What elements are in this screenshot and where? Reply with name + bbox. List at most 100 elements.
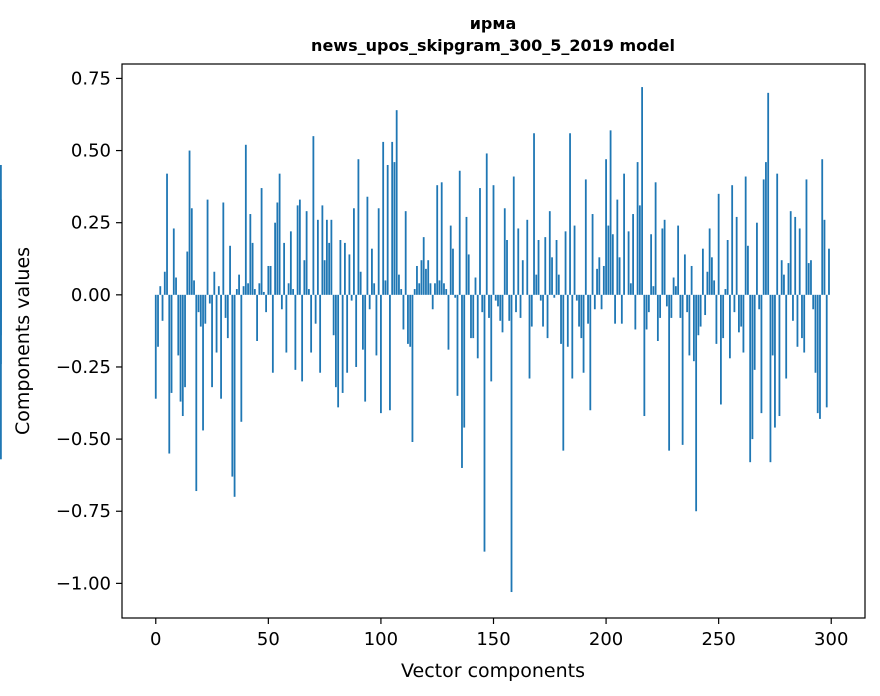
bar (753, 294, 756, 370)
bar (521, 260, 524, 295)
bar (213, 271, 216, 295)
bar (767, 92, 770, 295)
bar (816, 294, 819, 414)
bar (407, 294, 409, 344)
bar (699, 294, 702, 327)
bar (384, 280, 387, 295)
bar (758, 294, 761, 310)
bar (298, 199, 301, 295)
bar (659, 294, 662, 318)
bar (569, 133, 571, 295)
bar (316, 219, 319, 295)
bar (501, 294, 504, 333)
bar (159, 286, 162, 295)
bar (179, 294, 182, 402)
bar (726, 240, 729, 295)
bar (798, 228, 801, 295)
bar (269, 265, 272, 295)
bar (629, 283, 632, 295)
bar (429, 283, 432, 295)
bar (328, 242, 331, 295)
bar (325, 219, 328, 295)
bar (720, 294, 722, 405)
bar (828, 248, 830, 295)
bar (467, 254, 470, 295)
bar (544, 237, 547, 295)
bar (458, 170, 461, 295)
bar (470, 294, 472, 339)
bar (645, 294, 648, 330)
bar (368, 294, 371, 310)
bar (278, 173, 281, 295)
bar (627, 231, 630, 295)
bar (738, 294, 740, 333)
bar (575, 294, 578, 301)
bar (465, 216, 468, 295)
bar (235, 289, 238, 295)
bar (314, 294, 317, 324)
bar (431, 294, 434, 310)
bar (434, 283, 436, 295)
bar (711, 257, 713, 295)
bar (776, 173, 779, 295)
bar (593, 294, 596, 310)
bar (656, 294, 659, 341)
bar (350, 294, 353, 301)
bar (476, 294, 479, 359)
bar (154, 294, 157, 399)
bar (677, 225, 680, 295)
bar (479, 188, 481, 295)
bar (760, 294, 763, 414)
bar (217, 286, 220, 295)
bar (598, 257, 601, 295)
bar (222, 202, 225, 295)
bar (600, 294, 603, 310)
y-axis-label: Components values (12, 247, 34, 435)
bar (445, 289, 448, 295)
bar (668, 294, 671, 451)
bar (485, 153, 488, 295)
bar (778, 294, 781, 417)
bar (587, 294, 589, 324)
bar (578, 294, 580, 327)
bar (211, 294, 213, 388)
bar (330, 219, 333, 295)
bar (226, 294, 229, 339)
bar (285, 294, 288, 353)
bar (823, 219, 826, 295)
bar (229, 245, 231, 295)
bar (425, 268, 427, 295)
bar (481, 294, 484, 313)
bar (305, 211, 308, 295)
bar (359, 271, 362, 295)
bar (661, 228, 664, 295)
bar (650, 234, 653, 295)
bar (364, 294, 367, 402)
bar (769, 294, 772, 463)
bar (701, 248, 704, 295)
bar (512, 176, 515, 295)
bar (695, 294, 698, 512)
bar (643, 294, 646, 417)
bar (240, 294, 243, 422)
bar (803, 294, 806, 353)
bar (537, 240, 540, 295)
x-tick-label: 0 (150, 629, 161, 650)
bar (652, 286, 655, 295)
x-tick-label: 150 (476, 629, 510, 650)
bar (740, 294, 743, 327)
bar (371, 248, 373, 295)
bar (332, 294, 335, 336)
bar (238, 274, 240, 295)
bar (620, 294, 623, 324)
bar (555, 240, 558, 295)
bar (258, 283, 261, 295)
bar (202, 294, 204, 431)
chart-title-line-1: ирма (470, 14, 517, 33)
bar (274, 222, 276, 295)
plot-frame (121, 63, 866, 619)
bar (616, 199, 619, 295)
bar (510, 294, 513, 593)
bar (163, 271, 166, 295)
bar (573, 225, 576, 295)
